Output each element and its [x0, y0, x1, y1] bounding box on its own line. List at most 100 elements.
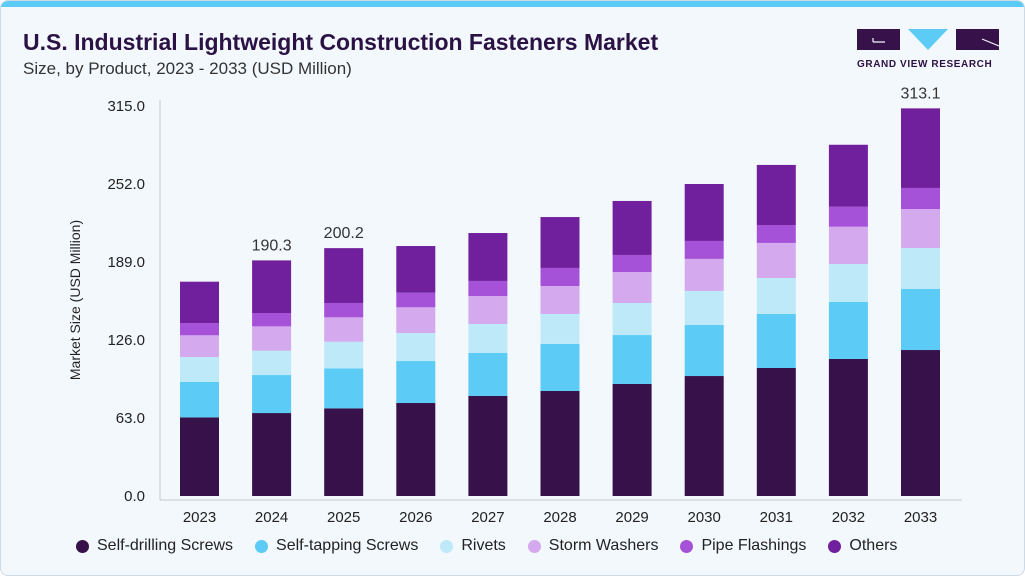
bar-segment-self-tapping-screws	[324, 368, 364, 409]
bar-segment-self-drilling-screws	[612, 383, 652, 496]
bar-segment-self-tapping-screws	[756, 314, 796, 368]
x-tick-label: 2025	[327, 509, 360, 526]
bar-segment-self-tapping-screws	[901, 288, 940, 351]
x-tick-label: 2023	[183, 509, 216, 526]
bar-segment-others	[612, 200, 652, 255]
bar-segment-storm-washers	[180, 335, 219, 357]
bar-segment-rivets	[324, 341, 364, 369]
bar-segment-others	[396, 246, 436, 293]
bar-segment-storm-washers	[756, 242, 796, 278]
bar-segment-storm-washers	[612, 272, 652, 303]
bar-segment-self-tapping-screws	[684, 325, 724, 377]
data-label: 313.1	[900, 85, 940, 102]
bar-segment-storm-washers	[324, 317, 364, 342]
bar-segment-others	[684, 184, 724, 241]
bar-segment-others	[180, 281, 219, 324]
bar-segment-pipe-flashings	[756, 224, 796, 243]
x-tick-label: 2033	[904, 509, 937, 526]
bar-segment-self-tapping-screws	[612, 335, 652, 384]
bar-segment-self-tapping-screws	[396, 361, 436, 404]
bar-segment-rivets	[540, 314, 580, 344]
y-tick-label: 189.0	[107, 254, 145, 271]
legend-item: Storm Washers	[527, 537, 659, 555]
y-tick-label: 252.0	[107, 176, 145, 193]
bar-segment-storm-washers	[901, 209, 940, 249]
bar-segment-pipe-flashings	[612, 254, 652, 273]
bar-segment-rivets	[180, 356, 219, 382]
bar-segment-rivets	[612, 302, 652, 336]
y-tick-label: 126.0	[107, 332, 145, 349]
x-tick-label: 2027	[471, 509, 504, 526]
bar-segment-self-tapping-screws	[180, 381, 219, 418]
legend-label: Rivets	[461, 537, 506, 554]
chart-legend: Self-drilling Screws Self-tapping Screws R…	[76, 537, 897, 555]
bar-segment-self-drilling-screws	[901, 350, 940, 496]
chart-title: U.S. Industrial Lightweight Construction…	[23, 29, 659, 55]
x-tick-label: 2032	[832, 509, 865, 526]
x-tick-label: 2029	[615, 509, 648, 526]
x-tick-label: 2030	[688, 509, 721, 526]
grand-view-research-logo	[857, 29, 999, 50]
legend-label: Pipe Flashings	[701, 537, 807, 554]
bar-segment-storm-washers	[684, 258, 724, 291]
x-tick-label: 2024	[255, 509, 288, 526]
legend-swatch	[440, 539, 454, 553]
bar-segment-pipe-flashings	[252, 313, 292, 327]
y-tick-label: 63.0	[116, 410, 145, 427]
bar-segment-rivets	[828, 263, 868, 302]
bar-segment-rivets	[901, 248, 940, 289]
legend-item: Pipe Flashings	[680, 537, 806, 555]
bar-segment-others	[468, 233, 508, 281]
x-tick-label: 2026	[399, 509, 432, 526]
bar-segment-rivets	[684, 290, 724, 326]
bar-segment-self-drilling-screws	[756, 367, 796, 496]
legend-item: Rivets	[440, 537, 506, 555]
bar-segment-storm-washers	[252, 326, 292, 351]
legend-item: Self-drilling Screws	[76, 537, 233, 555]
legend-swatch	[680, 539, 694, 553]
legend-swatch	[828, 539, 842, 553]
bar-segment-rivets	[396, 332, 436, 362]
bar-segment-pipe-flashings	[180, 323, 219, 336]
bar-segment-self-drilling-screws	[180, 417, 219, 496]
legend-swatch	[76, 539, 89, 553]
legend-item: Self-tapping Screws	[255, 537, 418, 555]
bar-segment-others	[901, 108, 940, 188]
bar-segment-pipe-flashings	[396, 292, 436, 308]
legend-swatch	[255, 539, 269, 553]
bar-segment-rivets	[252, 350, 292, 376]
bar-segment-self-drilling-screws	[540, 391, 580, 496]
bar-segment-self-drilling-screws	[324, 408, 364, 496]
bar-segment-pipe-flashings	[828, 206, 868, 227]
legend-label: Self-drilling Screws	[97, 537, 234, 554]
bar-segment-self-drilling-screws	[828, 358, 868, 496]
top-accent-strip	[1, 1, 1024, 7]
data-label: 200.2	[324, 225, 364, 242]
bar-segment-pipe-flashings	[324, 302, 364, 318]
bar-segment-self-drilling-screws	[396, 403, 436, 496]
bar-segment-storm-washers	[828, 226, 868, 264]
bar-segment-pipe-flashings	[540, 267, 580, 287]
legend-label: Self-tapping Screws	[276, 537, 419, 554]
x-tick-label: 2031	[760, 509, 793, 526]
x-tick-label: 2028	[543, 509, 576, 526]
legend-swatch	[527, 539, 541, 553]
bar-segment-self-drilling-screws	[684, 376, 724, 496]
logo-text: GRAND VIEW RESEARCH	[857, 59, 993, 70]
bar-segment-others	[756, 164, 796, 225]
bar-segment-self-drilling-screws	[468, 395, 508, 496]
bar-segment-storm-washers	[540, 286, 580, 314]
legend-label: Others	[849, 537, 898, 554]
bar-segment-self-tapping-screws	[828, 301, 868, 359]
bar-segment-storm-washers	[396, 307, 436, 333]
y-tick-label: 0.0	[124, 488, 145, 505]
legend-label: Storm Washers	[548, 537, 659, 554]
bar-segment-self-tapping-screws	[252, 375, 292, 414]
bar-segment-others	[540, 217, 580, 268]
bar-segment-others	[324, 248, 364, 303]
bar-segment-self-tapping-screws	[540, 343, 580, 392]
bar-segment-pipe-flashings	[468, 280, 508, 297]
bar-segment-rivets	[756, 277, 796, 314]
bar-segment-others	[252, 260, 292, 314]
